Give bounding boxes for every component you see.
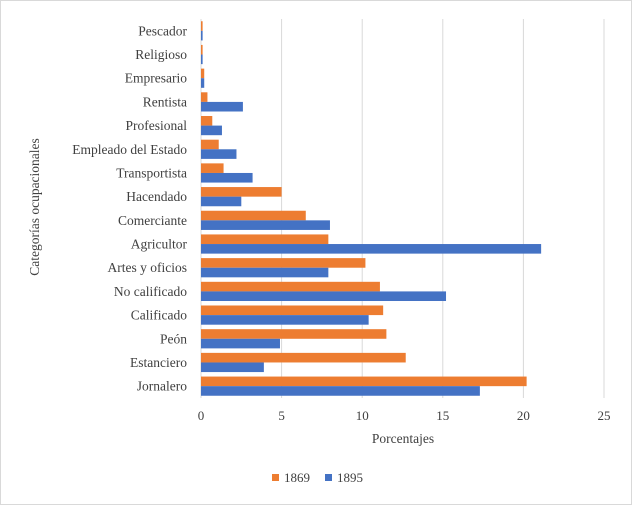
bar-1895-religioso	[201, 54, 203, 65]
bar-1869-hacendado	[201, 187, 282, 197]
bar-1895-calificado	[201, 315, 369, 325]
bar-1869-rentista	[201, 92, 208, 102]
bar-1869-jornalero	[201, 376, 527, 387]
bar-1869-empresario	[201, 68, 205, 79]
bar-1895-empresario	[201, 78, 205, 88]
bar-1895-comerciante	[201, 220, 330, 230]
legend-label-1869: 1869	[284, 470, 310, 485]
legend: 1869 1895	[272, 470, 363, 485]
y-axis-title: Categorías ocupacionales	[27, 138, 42, 276]
bar-1869-agricultor	[201, 234, 329, 245]
bar-1895-profesional	[201, 125, 222, 136]
bar-1869-empleado-del-estado	[201, 139, 219, 150]
legend-swatch-1895	[325, 474, 332, 481]
bar-1895-hacendado	[201, 196, 242, 207]
x-tick-label: 10	[356, 408, 369, 423]
category-label: Comerciante	[118, 213, 187, 228]
bar-1895-estanciero	[201, 362, 264, 373]
x-tick-label: 20	[517, 408, 530, 423]
category-label: Jornalero	[137, 379, 187, 394]
bar-1869-pescador	[201, 21, 203, 31]
category-label: Empresario	[125, 71, 187, 86]
category-label: Profesional	[126, 118, 188, 133]
bar-1869-artes-y-oficios	[201, 258, 366, 268]
bar-1869-no-calificado	[201, 281, 380, 292]
x-axis-title: Porcentajes	[372, 431, 434, 446]
bar-1869-profesional	[201, 115, 213, 126]
bar-1895-jornalero	[201, 386, 480, 396]
legend-swatch-1869	[272, 474, 279, 481]
bar-1895-pescador	[201, 30, 203, 41]
category-label: Transportista	[116, 165, 187, 180]
x-tick-label: 0	[198, 408, 205, 423]
category-label: Agricultor	[131, 237, 188, 252]
x-tick-labels: 0 5 10 15 20 25	[198, 408, 611, 423]
x-tick-label: 25	[598, 408, 611, 423]
category-label: Rentista	[143, 94, 187, 109]
x-tick-label: 15	[436, 408, 449, 423]
bar-1895-peon	[201, 338, 280, 349]
bar-1895-transportista	[201, 172, 253, 183]
category-label: No calificado	[114, 284, 187, 299]
category-label: Hacendado	[126, 189, 187, 204]
bar-1869-transportista	[201, 163, 224, 173]
category-label: Peón	[160, 331, 187, 346]
bar-1869-peon	[201, 329, 387, 339]
bar-1895-agricultor	[201, 244, 542, 254]
x-tick-label: 5	[278, 408, 285, 423]
bar-1869-estanciero	[201, 352, 406, 363]
bar-1895-empleado-del-estado	[201, 149, 237, 159]
legend-label-1895: 1895	[337, 470, 363, 485]
category-label: Calificado	[131, 308, 187, 323]
bar-1869-calificado	[201, 305, 384, 316]
category-label: Pescador	[138, 23, 187, 38]
bar-1869-religioso	[201, 44, 203, 55]
category-label: Empleado del Estado	[72, 142, 187, 157]
category-label: Religioso	[135, 47, 187, 62]
bar-1895-rentista	[201, 101, 243, 112]
category-label: Artes y oficios	[108, 260, 187, 275]
bars	[201, 21, 542, 396]
bar-1895-no-calificado	[201, 291, 447, 302]
bar-1895-artes-y-oficios	[201, 267, 329, 278]
bar-1869-comerciante	[201, 210, 306, 221]
category-labels: Pescador Religioso Empresario Rentista Profe…	[72, 23, 187, 393]
category-label: Estanciero	[130, 355, 187, 370]
